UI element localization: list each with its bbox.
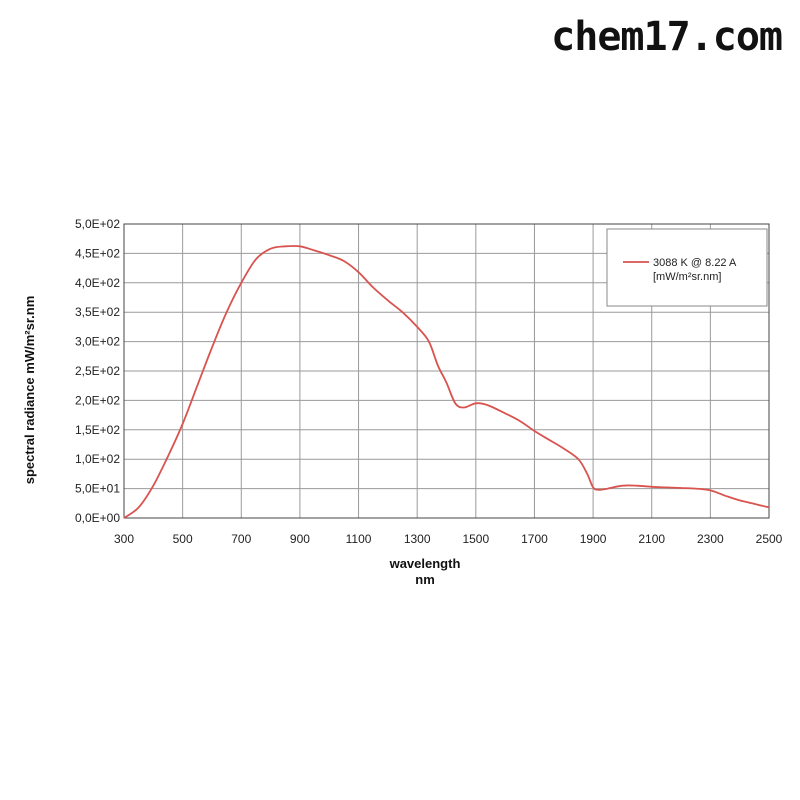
y-tick-label: 4,0E+02 [75,276,120,290]
watermark-logo: chem17.com [551,14,783,60]
x-tick-label: 1900 [580,532,607,546]
legend-box [606,228,768,307]
x-tick-label: 2500 [756,532,783,546]
x-axis-ticks: 300 500 700 900 1100 1300 1500 1700 1900 2100 2300… [114,532,783,546]
y-tick-label: 0,0E+00 [75,511,120,525]
x-tick-label: 1500 [462,532,489,546]
x-tick-label: 300 [114,532,134,546]
y-tick-label: 2,5E+02 [75,364,120,378]
series-line-3088k [123,245,770,519]
x-tick-label: 500 [173,532,193,546]
y-axis-ticks: 0,0E+00 5,0E+01 1,0E+02 1,5E+02 2,0E+02 2,5E+… [75,217,120,525]
y-tick-label: 3,0E+02 [75,335,120,349]
y-tick-label: 4,5E+02 [75,246,120,260]
y-tick-label: 5,0E+01 [75,482,120,496]
x-tick-label: 700 [231,532,251,546]
x-tick-label: 1300 [404,532,431,546]
x-tick-label: 1100 [346,532,372,546]
x-tick-label: 900 [290,532,310,546]
x-tick-label: 2100 [638,532,665,546]
y-tick-label: 1,5E+02 [75,423,120,437]
legend-series-name: 3088 K @ 8.22 A [653,257,737,269]
y-tick-label: 1,0E+02 [75,452,120,466]
x-tick-label: 1700 [521,532,548,546]
y-tick-label: 5,0E+02 [75,217,120,231]
legend: 3088 K @ 8.22 A [mW/m²sr.nm] [606,228,768,307]
x-axis-unit: nm [415,572,435,587]
plot-frame [123,223,770,519]
y-tick-label: 3,5E+02 [75,305,120,319]
y-axis-label: spectral radiance mW/m²sr.nm [22,296,37,485]
y-tick-label: 2,0E+02 [75,393,120,407]
x-axis-label: wavelength [389,556,461,571]
x-tick-label: 2300 [697,532,724,546]
chart-grid [123,223,770,519]
legend-series-unit: [mW/m²sr.nm] [653,271,721,283]
